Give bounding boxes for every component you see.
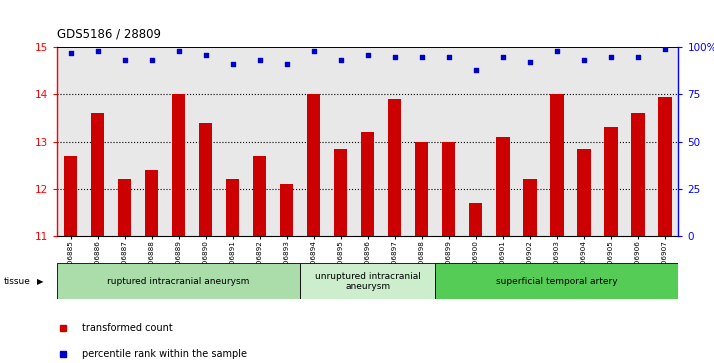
Bar (91, 113, 104, 236)
Text: ruptured intracranial aneurysm: ruptured intracranial aneurysm (108, 277, 250, 286)
Point (632, 54, 643, 60)
Text: GDS5186 / 28809: GDS5186 / 28809 (57, 27, 161, 40)
Point (308, 48, 319, 54)
Text: tissue: tissue (4, 277, 31, 286)
Bar (415, 142, 428, 236)
Bar (334, 149, 348, 236)
Point (389, 54, 401, 60)
Bar (172, 94, 186, 236)
Bar (469, 203, 483, 236)
Bar (550, 94, 563, 236)
Bar (307, 94, 321, 236)
Text: transformed count: transformed count (82, 323, 173, 333)
Point (605, 54, 616, 60)
Point (578, 57, 590, 63)
Bar (577, 149, 590, 236)
Bar (118, 179, 131, 236)
Bar (436, 263, 678, 299)
Point (254, 57, 266, 63)
Bar (361, 132, 374, 236)
Bar (658, 97, 672, 236)
Point (65, 50, 76, 56)
Bar (631, 113, 645, 236)
Bar (300, 263, 436, 299)
Bar (604, 127, 618, 236)
Point (92, 48, 104, 54)
Bar (253, 156, 266, 236)
Bar (388, 99, 401, 236)
Bar (64, 156, 77, 236)
Point (200, 52, 211, 58)
Point (470, 67, 481, 73)
Point (281, 61, 293, 67)
Point (416, 54, 428, 60)
Bar (496, 137, 510, 236)
Text: percentile rank within the sample: percentile rank within the sample (82, 349, 247, 359)
Point (497, 54, 508, 60)
Point (443, 54, 454, 60)
Bar (280, 184, 293, 236)
Point (227, 61, 238, 67)
Text: unruptured intracranial
aneurysm: unruptured intracranial aneurysm (315, 272, 421, 291)
Bar (523, 179, 536, 236)
Point (173, 48, 184, 54)
Bar (226, 179, 239, 236)
Bar (145, 170, 159, 236)
Point (335, 57, 346, 63)
Point (659, 46, 670, 52)
Bar (199, 123, 212, 236)
Point (362, 52, 373, 58)
Bar (57, 263, 300, 299)
Text: ▶: ▶ (37, 277, 44, 286)
Text: superficial temporal artery: superficial temporal artery (496, 277, 618, 286)
Point (524, 60, 536, 65)
Point (551, 48, 563, 54)
Bar (442, 142, 456, 236)
Point (146, 57, 157, 63)
Point (119, 57, 131, 63)
